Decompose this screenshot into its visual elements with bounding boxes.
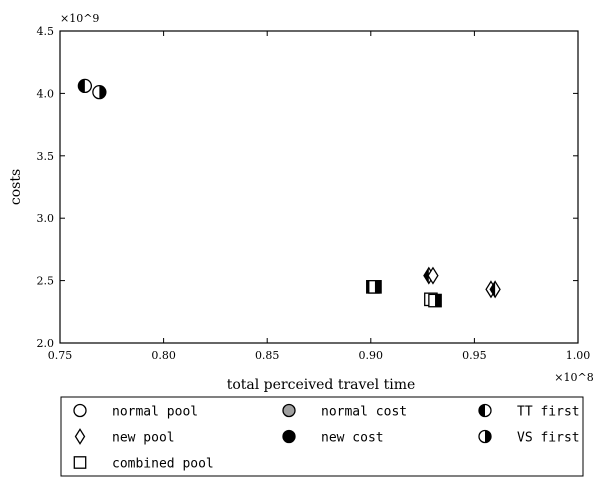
data-point xyxy=(489,280,501,299)
legend-marker xyxy=(73,403,87,418)
x-tick-label: 1.00 xyxy=(566,349,591,362)
data-points xyxy=(77,78,501,308)
y-tick-label: 2.0 xyxy=(37,337,55,350)
data-point xyxy=(368,280,382,294)
data-point xyxy=(77,78,93,94)
x-multiplier: ×10^8 xyxy=(554,371,593,384)
legend-label: VS first xyxy=(517,431,580,446)
legend-label: new cost xyxy=(321,431,384,446)
legend-box xyxy=(60,396,584,477)
y-axis-label: costs xyxy=(8,169,24,205)
legend-label: new pool xyxy=(112,431,175,446)
legend-label: normal cost xyxy=(321,405,407,420)
data-point xyxy=(428,293,442,308)
x-tick-label: 0.80 xyxy=(151,349,176,362)
y-tick-label: 2.5 xyxy=(37,275,55,288)
legend-marker xyxy=(478,403,492,418)
plot-area xyxy=(59,30,579,344)
legend-marker xyxy=(74,428,86,445)
legend-marker xyxy=(282,403,296,418)
y-tick-label: 3.0 xyxy=(37,212,55,225)
x-tick-label: 0.90 xyxy=(359,349,384,362)
y-multiplier: ×10^9 xyxy=(60,12,99,25)
legend: normal pool normal cost TT first new pool ne… xyxy=(73,403,580,472)
x-axis-label: total perceived travel time xyxy=(227,377,416,393)
x-tick-label: 0.85 xyxy=(255,349,280,362)
legend-label: normal pool xyxy=(112,405,198,420)
data-point xyxy=(92,85,107,100)
y-tick-label: 4.0 xyxy=(37,87,55,100)
legend-marker xyxy=(73,456,87,469)
data-point xyxy=(427,266,439,285)
x-tick-label: 0.95 xyxy=(462,349,487,362)
axis-ticks: 0.75 0.80 0.85 0.90 0.95 1.00 2.0 2.5 3.0 3.5 4.0 4… xyxy=(37,25,591,362)
x-tick-label: 0.75 xyxy=(48,349,73,362)
legend-label: combined pool xyxy=(112,457,214,472)
legend-marker xyxy=(282,429,296,444)
legend-label: TT first xyxy=(517,405,580,420)
y-tick-label: 3.5 xyxy=(37,150,55,163)
legend-marker xyxy=(478,429,492,444)
y-tick-label: 4.5 xyxy=(37,25,55,38)
